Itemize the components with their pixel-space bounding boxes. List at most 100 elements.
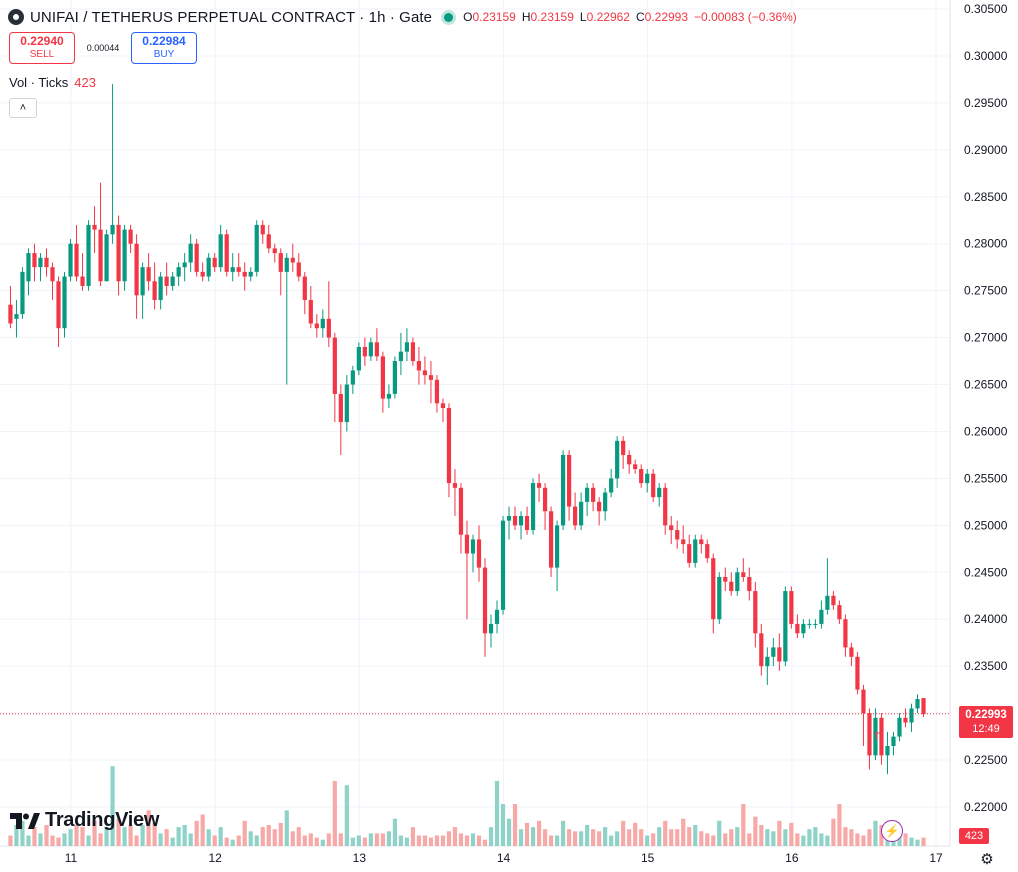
- candle-body: [554, 525, 560, 568]
- candle-body: [867, 713, 872, 756]
- candle-body: [807, 623, 812, 625]
- candle-body: [140, 267, 145, 296]
- sell-label: SELL: [29, 49, 55, 60]
- volume-bar: [783, 829, 788, 846]
- trade-panel: 0.22940 SELL 0.00044 0.22984 BUY: [9, 32, 197, 64]
- candle-body: [362, 346, 367, 357]
- candle-body: [26, 253, 31, 282]
- volume-bar: [759, 825, 764, 846]
- volume-bar: [356, 835, 361, 846]
- candle-body: [566, 454, 572, 507]
- buy-button[interactable]: 0.22984 BUY: [131, 32, 197, 64]
- candle-body: [771, 647, 776, 657]
- volume-bar: [8, 835, 13, 846]
- volume-bar: [332, 780, 337, 846]
- volume-bar: [873, 820, 878, 846]
- candle-body: [482, 567, 488, 634]
- candle-body: [837, 605, 842, 620]
- candle-body: [20, 271, 25, 315]
- candle-body: [410, 342, 416, 362]
- collapse-legend-button[interactable]: ˄: [9, 98, 37, 118]
- candle-body: [392, 361, 397, 394]
- volume-indicator-legend[interactable]: Vol · Ticks 423: [9, 75, 96, 90]
- candle-body: [446, 408, 452, 484]
- buy-price: 0.22984: [142, 34, 186, 48]
- volume-bar: [771, 831, 776, 846]
- sell-button[interactable]: 0.22940 SELL: [9, 32, 75, 64]
- candle-body: [753, 591, 758, 634]
- candle-body: [350, 370, 355, 385]
- volume-bar: [200, 814, 205, 846]
- volume-bar: [320, 839, 325, 846]
- volume-bar: [98, 833, 103, 846]
- volume-bar: [26, 835, 31, 846]
- volume-bar: [657, 827, 662, 846]
- close-value: 0.22993: [644, 10, 689, 24]
- time-tick-label: 11: [65, 851, 78, 865]
- last-price-value: 0.22993: [965, 709, 1007, 721]
- candle-body: [741, 572, 746, 577]
- symbol-logo-icon[interactable]: [8, 9, 24, 25]
- symbol-title[interactable]: UNIFAI / TETHERUS PERPETUAL CONTRACT · 1…: [30, 8, 433, 26]
- volume-bar: [597, 831, 602, 846]
- volume-bar: [741, 804, 746, 846]
- volume-bar: [86, 835, 91, 846]
- gear-icon[interactable]: ⚙: [980, 851, 994, 868]
- volume-bar: [831, 818, 836, 846]
- volume-bar: [32, 827, 37, 846]
- candle-body: [885, 745, 890, 756]
- low-value: 0.22962: [586, 10, 630, 24]
- market-status-icon[interactable]: [444, 12, 454, 22]
- candle-body: [747, 576, 752, 592]
- volume-bar: [416, 835, 422, 846]
- volume-bar: [170, 837, 175, 846]
- volume-bar: [158, 833, 163, 846]
- candle-body: [218, 234, 223, 268]
- candle-body: [675, 530, 680, 540]
- candle-body: [290, 257, 295, 263]
- candle-body: [512, 515, 518, 526]
- candle-body: [921, 698, 926, 715]
- time-tick-label: 16: [785, 851, 799, 865]
- candle-body: [308, 300, 313, 324]
- volume-bar: [795, 833, 800, 846]
- price-axis[interactable]: 0.30500 0.30000 0.29500 0.29000 0.28500 0.280…: [964, 2, 1008, 814]
- candle-body: [795, 623, 800, 634]
- candle-body: [44, 257, 49, 268]
- candle-body: [476, 539, 482, 568]
- candle-body: [374, 342, 379, 357]
- candle-body: [422, 370, 428, 376]
- volume-bar: [152, 822, 157, 846]
- volume-bar: [699, 831, 704, 846]
- candle-body: [428, 375, 434, 380]
- volume-bar: [308, 833, 313, 846]
- candle-body: [657, 487, 662, 498]
- candle-body: [50, 267, 55, 282]
- volume-bar: [92, 820, 97, 846]
- volume-bar: [735, 827, 740, 846]
- candle-body: [494, 609, 500, 624]
- candle-body: [843, 619, 848, 648]
- candle-body: [272, 248, 277, 254]
- candle-body: [182, 262, 187, 268]
- volume-bar: [494, 780, 500, 846]
- price-change: −0.00083 (−0.36%): [694, 10, 797, 24]
- volume-bar: [554, 835, 560, 846]
- price-tick-label: 0.27500: [964, 284, 1008, 298]
- volume-bar: [542, 829, 548, 846]
- event-marker-label[interactable]: T: [873, 731, 880, 743]
- tradingview-logo[interactable]: TradingView: [10, 809, 159, 832]
- candle-body: [897, 717, 902, 737]
- candle-body: [789, 591, 794, 624]
- candle-body: [711, 558, 716, 620]
- time-axis[interactable]: 11 12 13 14 15 16 17: [65, 851, 943, 865]
- lightning-icon[interactable]: ⚡: [881, 820, 903, 842]
- candle-body: [32, 253, 37, 268]
- volume-bar: [368, 833, 373, 846]
- candle-body: [74, 243, 79, 277]
- candle-body: [651, 473, 656, 498]
- candle-body: [128, 229, 133, 244]
- volume-bar: [518, 829, 524, 846]
- candle-body: [500, 520, 506, 610]
